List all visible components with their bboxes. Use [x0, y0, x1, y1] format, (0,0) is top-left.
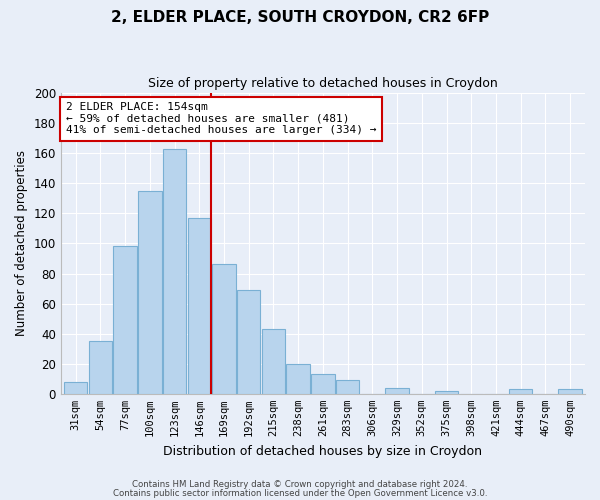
Bar [286, 364, 310, 394]
Bar [336, 380, 359, 394]
Text: Contains public sector information licensed under the Open Government Licence v3: Contains public sector information licen… [113, 489, 487, 498]
Bar [89, 341, 112, 394]
Bar [212, 264, 236, 394]
Text: Contains HM Land Registry data © Crown copyright and database right 2024.: Contains HM Land Registry data © Crown c… [132, 480, 468, 489]
Bar [64, 382, 88, 394]
Bar [435, 391, 458, 394]
Bar [138, 191, 161, 394]
Bar [509, 390, 532, 394]
Y-axis label: Number of detached properties: Number of detached properties [15, 150, 28, 336]
X-axis label: Distribution of detached houses by size in Croydon: Distribution of detached houses by size … [163, 444, 482, 458]
Title: Size of property relative to detached houses in Croydon: Size of property relative to detached ho… [148, 78, 498, 90]
Text: 2, ELDER PLACE, SOUTH CROYDON, CR2 6FP: 2, ELDER PLACE, SOUTH CROYDON, CR2 6FP [111, 10, 489, 25]
Text: 2 ELDER PLACE: 154sqm
← 59% of detached houses are smaller (481)
41% of semi-det: 2 ELDER PLACE: 154sqm ← 59% of detached … [66, 102, 377, 136]
Bar [311, 374, 335, 394]
Bar [163, 148, 186, 394]
Bar [385, 388, 409, 394]
Bar [113, 246, 137, 394]
Bar [237, 290, 260, 394]
Bar [188, 218, 211, 394]
Bar [262, 329, 285, 394]
Bar [559, 390, 582, 394]
